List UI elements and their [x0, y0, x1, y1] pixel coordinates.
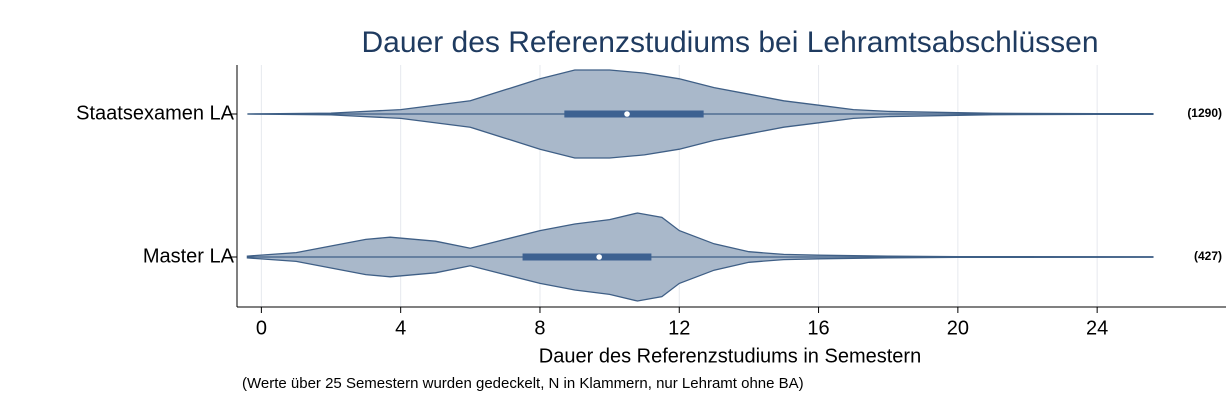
x-tick-label: 24	[1086, 317, 1108, 339]
x-tick-label: 4	[395, 317, 406, 339]
x-tick-label: 12	[668, 317, 690, 339]
x-tick-label: 8	[534, 317, 545, 339]
x-tick-label: 16	[807, 317, 829, 339]
y-tick-label: Staatsexamen LA	[76, 102, 235, 124]
n-label: (427)	[1194, 249, 1222, 263]
median	[624, 111, 630, 117]
n-label: (1290)	[1187, 106, 1222, 120]
y-tick-label: Master LA	[143, 245, 235, 267]
x-tick-label: 0	[256, 317, 267, 339]
x-tick-label: 20	[947, 317, 969, 339]
x-axis-label: Dauer des Referenzstudiums in Semestern	[539, 345, 921, 367]
median	[596, 254, 602, 260]
box	[522, 253, 652, 261]
note: (Werte über 25 Semestern wurden gedeckel…	[242, 375, 804, 392]
box	[564, 110, 704, 118]
chart-title: Dauer des Referenzstudiums bei Lehramtsa…	[361, 26, 1098, 59]
